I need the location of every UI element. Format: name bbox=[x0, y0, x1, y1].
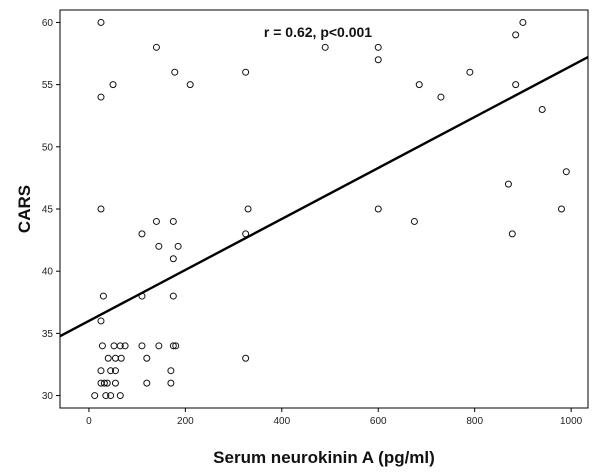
data-point bbox=[519, 18, 527, 26]
y-tick-label: 30 bbox=[42, 391, 54, 402]
x-axis-title: Serum neurokinin A (pg/ml) bbox=[213, 448, 435, 467]
x-tick-label: 1000 bbox=[560, 416, 583, 427]
data-point bbox=[374, 43, 382, 51]
data-point bbox=[167, 379, 175, 387]
data-point bbox=[138, 230, 146, 238]
data-point bbox=[152, 43, 160, 51]
data-point bbox=[97, 317, 105, 325]
data-point bbox=[155, 242, 163, 250]
data-point bbox=[172, 342, 180, 350]
data-point bbox=[103, 379, 111, 387]
data-point bbox=[415, 81, 423, 89]
regression-line-group bbox=[59, 55, 589, 338]
data-point bbox=[562, 168, 570, 176]
x-tick-label: 400 bbox=[273, 416, 290, 427]
data-point bbox=[99, 292, 107, 300]
data-point bbox=[167, 367, 175, 375]
regression-line bbox=[59, 55, 589, 338]
data-point bbox=[155, 342, 163, 350]
data-point bbox=[169, 217, 177, 225]
data-point bbox=[321, 43, 329, 51]
data-point bbox=[169, 292, 177, 300]
data-point bbox=[97, 367, 105, 375]
data-point bbox=[116, 392, 124, 400]
annotation-text: r = 0.62, p<0.001 bbox=[264, 24, 372, 40]
data-point bbox=[100, 379, 108, 387]
data-point bbox=[97, 18, 105, 26]
x-tick-label: 0 bbox=[86, 416, 92, 427]
x-tick-label: 200 bbox=[177, 416, 194, 427]
data-point bbox=[410, 217, 418, 225]
data-point bbox=[244, 205, 252, 213]
data-point bbox=[97, 93, 105, 101]
data-point bbox=[242, 68, 250, 76]
data-point bbox=[504, 180, 512, 188]
data-point bbox=[91, 392, 99, 400]
x-tick-label: 600 bbox=[370, 416, 387, 427]
plot-area bbox=[59, 9, 589, 409]
data-point bbox=[121, 342, 129, 350]
data-point bbox=[242, 354, 250, 362]
data-point bbox=[466, 68, 474, 76]
data-point bbox=[143, 379, 151, 387]
y-tick-label: 45 bbox=[42, 205, 54, 216]
data-point bbox=[374, 205, 382, 213]
data-point bbox=[111, 367, 119, 375]
data-point bbox=[512, 31, 520, 39]
x-tick-label: 800 bbox=[466, 416, 483, 427]
data-point bbox=[512, 81, 520, 89]
data-point bbox=[98, 342, 106, 350]
axis-ticks: 0 200 400 600 800 1000 30 35 40 45 50 55 60 bbox=[42, 18, 583, 427]
y-tick-label: 50 bbox=[42, 142, 54, 153]
y-tick-label: 40 bbox=[42, 267, 54, 278]
data-point bbox=[557, 205, 565, 213]
y-tick-label: 35 bbox=[42, 329, 54, 340]
data-point bbox=[152, 217, 160, 225]
data-point bbox=[143, 354, 151, 362]
y-tick-label: 60 bbox=[42, 18, 54, 29]
data-point bbox=[374, 56, 382, 64]
data-point bbox=[97, 205, 105, 213]
data-point bbox=[171, 68, 179, 76]
data-point bbox=[117, 354, 125, 362]
data-point bbox=[169, 342, 177, 350]
data-point bbox=[104, 354, 112, 362]
data-point bbox=[538, 106, 546, 113]
data-point bbox=[102, 392, 110, 400]
data-point bbox=[107, 367, 115, 375]
data-point bbox=[186, 81, 194, 89]
data-point bbox=[169, 255, 177, 263]
data-point bbox=[174, 242, 182, 250]
data-point bbox=[508, 230, 516, 238]
data-points bbox=[91, 18, 570, 400]
data-point bbox=[437, 93, 445, 101]
data-point bbox=[109, 81, 117, 89]
y-tick-label: 55 bbox=[42, 80, 54, 91]
data-point bbox=[107, 392, 115, 400]
data-point bbox=[111, 379, 119, 387]
data-point bbox=[138, 342, 146, 350]
y-axis-title: CARS bbox=[15, 185, 34, 233]
data-point bbox=[116, 342, 124, 350]
